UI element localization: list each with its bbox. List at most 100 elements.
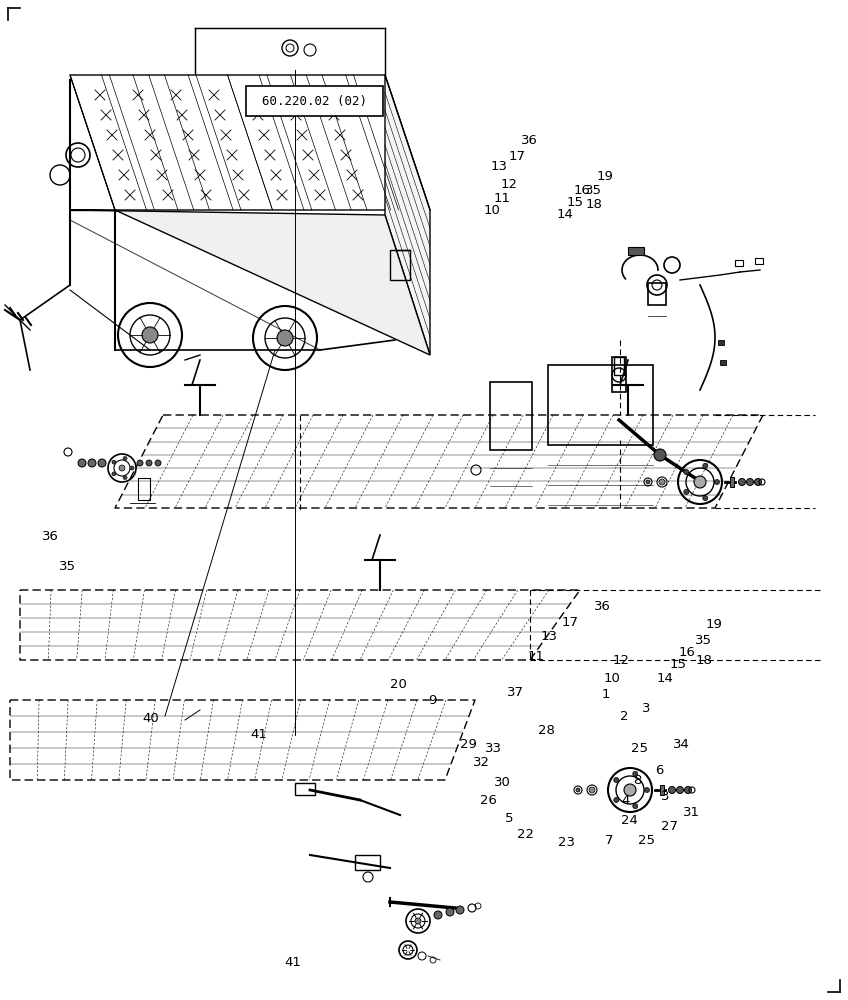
Text: 26: 26 [480, 794, 497, 806]
Text: 11: 11 [527, 650, 544, 664]
Circle shape [146, 460, 152, 466]
Text: 18: 18 [585, 198, 602, 211]
Text: 12: 12 [500, 178, 517, 190]
Text: 33: 33 [485, 742, 502, 754]
Text: 34: 34 [673, 738, 690, 752]
Circle shape [142, 327, 158, 343]
Polygon shape [70, 210, 430, 355]
Text: 6: 6 [656, 764, 664, 776]
Text: 41: 41 [250, 728, 267, 740]
Text: 41: 41 [284, 956, 301, 968]
Circle shape [659, 479, 665, 485]
Text: 3: 3 [661, 790, 669, 802]
Text: 37: 37 [507, 686, 524, 700]
Circle shape [755, 479, 762, 486]
Circle shape [123, 476, 127, 480]
Text: 16: 16 [678, 646, 695, 658]
Text: 8: 8 [633, 774, 642, 786]
Circle shape [155, 460, 161, 466]
Circle shape [589, 787, 595, 793]
Text: 60.220.02 (02): 60.220.02 (02) [262, 95, 367, 107]
Circle shape [624, 784, 636, 796]
Circle shape [633, 771, 638, 776]
Text: 35: 35 [59, 560, 76, 574]
Circle shape [576, 788, 580, 792]
Circle shape [684, 786, 691, 794]
Text: 19: 19 [597, 169, 614, 182]
Circle shape [677, 786, 683, 794]
Text: 18: 18 [695, 654, 712, 666]
Bar [355, 855, 380, 870]
Circle shape [130, 466, 134, 470]
Circle shape [668, 786, 676, 794]
Text: 12: 12 [612, 654, 629, 666]
Text: 23: 23 [558, 836, 575, 850]
Bar [718, 340, 724, 345]
Circle shape [112, 460, 116, 464]
Bar [730, 477, 734, 487]
Text: 29: 29 [460, 738, 477, 750]
Text: 10: 10 [604, 672, 621, 684]
Bar [490, 382, 532, 450]
Circle shape [715, 480, 719, 485]
Text: 13: 13 [490, 159, 507, 172]
Text: 27: 27 [661, 820, 678, 832]
Bar [295, 783, 315, 795]
Text: 13: 13 [541, 631, 558, 644]
Text: 36: 36 [42, 530, 59, 544]
Text: 3: 3 [642, 702, 650, 714]
Polygon shape [70, 75, 430, 210]
Text: 10: 10 [483, 204, 500, 217]
Bar [628, 247, 644, 255]
Circle shape [694, 476, 706, 488]
Bar [138, 478, 150, 500]
Circle shape [683, 489, 689, 494]
Circle shape [434, 911, 442, 919]
Circle shape [703, 496, 708, 501]
Text: 36: 36 [594, 599, 611, 612]
Circle shape [646, 480, 650, 484]
FancyBboxPatch shape [246, 86, 383, 116]
Text: 15: 15 [670, 658, 687, 670]
Text: 35: 35 [585, 184, 602, 196]
Polygon shape [385, 75, 430, 355]
Bar [755, 258, 763, 264]
Text: 14: 14 [556, 209, 573, 222]
Bar [720, 360, 726, 365]
Circle shape [277, 330, 293, 346]
Circle shape [703, 463, 708, 468]
Circle shape [614, 778, 619, 783]
Bar [614, 357, 624, 375]
Text: 17: 17 [509, 149, 526, 162]
Circle shape [746, 479, 754, 486]
Polygon shape [195, 28, 385, 75]
Circle shape [644, 788, 650, 792]
Text: 20: 20 [390, 678, 407, 692]
Circle shape [654, 449, 666, 461]
Circle shape [137, 460, 143, 466]
Text: 36: 36 [521, 133, 538, 146]
Text: 2: 2 [620, 710, 628, 722]
Text: 9: 9 [428, 694, 437, 706]
Bar [660, 785, 664, 795]
Text: 14: 14 [656, 672, 673, 684]
Text: 1: 1 [601, 688, 610, 700]
Circle shape [78, 459, 86, 467]
Circle shape [446, 908, 454, 916]
Text: 24: 24 [621, 814, 638, 826]
Text: 25: 25 [638, 834, 655, 846]
Text: 30: 30 [494, 776, 510, 788]
Text: 16: 16 [573, 184, 590, 196]
Text: 11: 11 [494, 192, 510, 205]
Circle shape [123, 456, 127, 460]
Circle shape [456, 906, 464, 914]
Circle shape [119, 465, 125, 471]
Circle shape [112, 472, 116, 476]
Circle shape [98, 459, 106, 467]
Text: 22: 22 [517, 828, 534, 840]
Text: 17: 17 [561, 615, 578, 629]
Text: 31: 31 [683, 806, 700, 820]
Circle shape [614, 797, 619, 802]
Circle shape [88, 459, 96, 467]
Bar [648, 283, 666, 305]
